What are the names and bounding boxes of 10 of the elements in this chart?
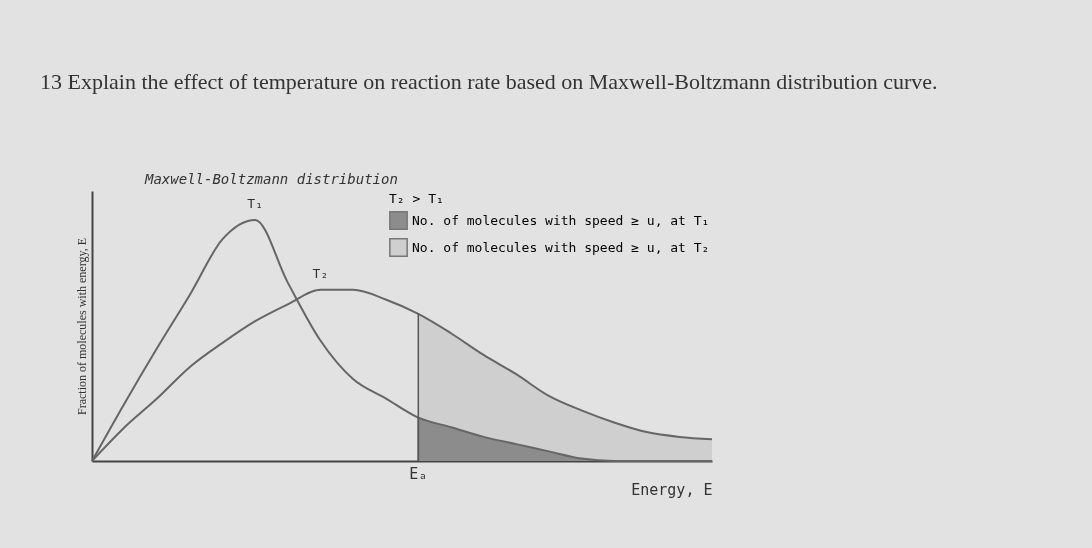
y-axis-title: Fraction of molecules with energy, E: [74, 238, 89, 415]
annotation: Eₐ: [409, 465, 428, 483]
legend-label: No. of molecules with speed ≥ u, at T₁: [412, 212, 710, 228]
series-label: T₂: [312, 265, 329, 281]
legend-title: T₂ > T₁: [389, 191, 444, 206]
legend-label: No. of molecules with speed ≥ u, at T₂: [412, 239, 710, 255]
series-label: T₁: [247, 195, 263, 211]
chart-title: Maxwell-Boltzmann distribution: [144, 171, 398, 187]
text: 13 Explain the effect of temperature on reaction rate based on Maxwell-Boltzmann distribution curve.: [40, 68, 939, 96]
x-axis-title: Energy, E: [631, 480, 713, 499]
